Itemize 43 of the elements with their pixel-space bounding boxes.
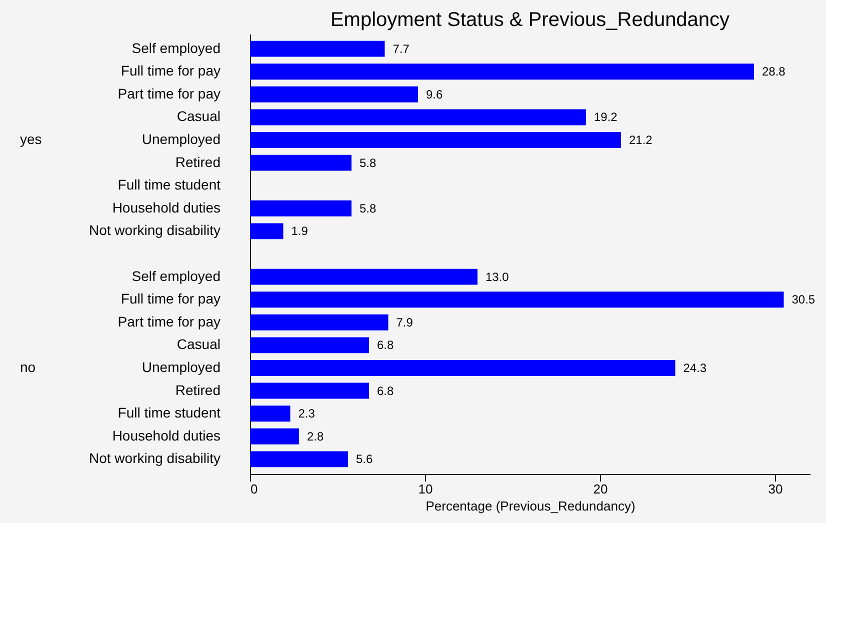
y-tick-label: Casual bbox=[176, 108, 220, 124]
data-label: 1.9 bbox=[291, 224, 308, 238]
data-label: 6.8 bbox=[377, 338, 394, 352]
data-label: 2.3 bbox=[298, 406, 316, 421]
text: yes bbox=[20, 131, 42, 148]
data-label: 21.2 bbox=[629, 133, 653, 148]
y-tick-label: Unemployed bbox=[142, 131, 220, 148]
data-label: 28.8 bbox=[762, 64, 786, 79]
data-label: 5.8 bbox=[360, 201, 377, 216]
data-label: 5.6 bbox=[356, 452, 374, 466]
y-tick-label: Part time for pay bbox=[118, 313, 220, 330]
y-tick-label: Not working disability bbox=[89, 222, 220, 238]
data-label: 6.8 bbox=[377, 384, 394, 398]
y-tick-label: Full time for pay bbox=[120, 290, 220, 307]
y-tick-label: Self employed bbox=[132, 268, 220, 284]
data-label: 19.2 bbox=[594, 110, 618, 124]
x-tick-label: 20 bbox=[593, 482, 608, 496]
x-tick-label: 30 bbox=[768, 482, 783, 496]
x-tick-label: 10 bbox=[418, 482, 433, 496]
y-tick-label: Unemployed bbox=[142, 358, 220, 375]
y-tick-label: Household duties bbox=[112, 427, 220, 444]
y-tick-label: Retired bbox=[175, 382, 220, 398]
y-tick-label: Part time for pay bbox=[118, 85, 220, 102]
y-tick-label: Retired bbox=[175, 154, 220, 170]
x-tick-label: 0 bbox=[250, 482, 258, 496]
y-tick-label: Full time for pay bbox=[120, 62, 220, 79]
data-label: 7.7 bbox=[392, 42, 410, 56]
data-label: 30.5 bbox=[792, 292, 816, 307]
data-label: 5.8 bbox=[360, 156, 377, 170]
x-axis-title: Percentage (Previous_Redundancy) bbox=[426, 498, 636, 514]
chart-title: Employment Status & Previous_Redundancy bbox=[330, 9, 730, 31]
data-label: 9.6 bbox=[426, 87, 444, 102]
y-tick-label: Household duties bbox=[112, 199, 220, 216]
y-tick-label: Casual bbox=[176, 336, 220, 352]
y-tick-label: Self employed bbox=[132, 40, 220, 56]
data-label: 13.0 bbox=[486, 270, 510, 284]
data-label: 7.9 bbox=[396, 315, 414, 330]
data-label: 24.3 bbox=[683, 360, 707, 375]
data-label: 2.8 bbox=[307, 429, 324, 444]
text: no bbox=[20, 358, 36, 375]
y-tick-label: Full time student bbox=[118, 176, 221, 193]
y-tick-label: Not working disability bbox=[89, 450, 220, 466]
y-tick-label: Full time student bbox=[118, 404, 221, 421]
